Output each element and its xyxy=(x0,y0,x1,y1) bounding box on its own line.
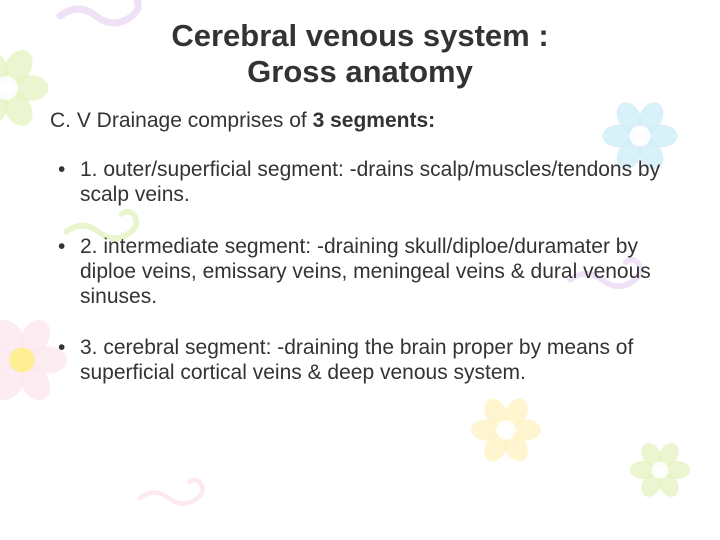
bullet-list: 1. outer/superficial segment: -drains sc… xyxy=(50,157,670,385)
intro-bold: 3 segments: xyxy=(313,109,436,132)
intro-prefix: C. V Drainage comprises of xyxy=(50,109,313,132)
title-line-1: Cerebral venous system : xyxy=(171,18,548,53)
title-line-2: Gross anatomy xyxy=(247,54,473,89)
intro-text: C. V Drainage comprises of 3 segments: xyxy=(50,109,670,133)
list-item: 1. outer/superficial segment: -drains sc… xyxy=(58,157,670,207)
slide-title: Cerebral venous system : Gross anatomy xyxy=(50,18,670,89)
list-item: 2. intermediate segment: -draining skull… xyxy=(58,234,670,310)
list-item: 3. cerebral segment: -draining the brain… xyxy=(58,335,670,385)
slide-content: Cerebral venous system : Gross anatomy C… xyxy=(0,0,720,432)
